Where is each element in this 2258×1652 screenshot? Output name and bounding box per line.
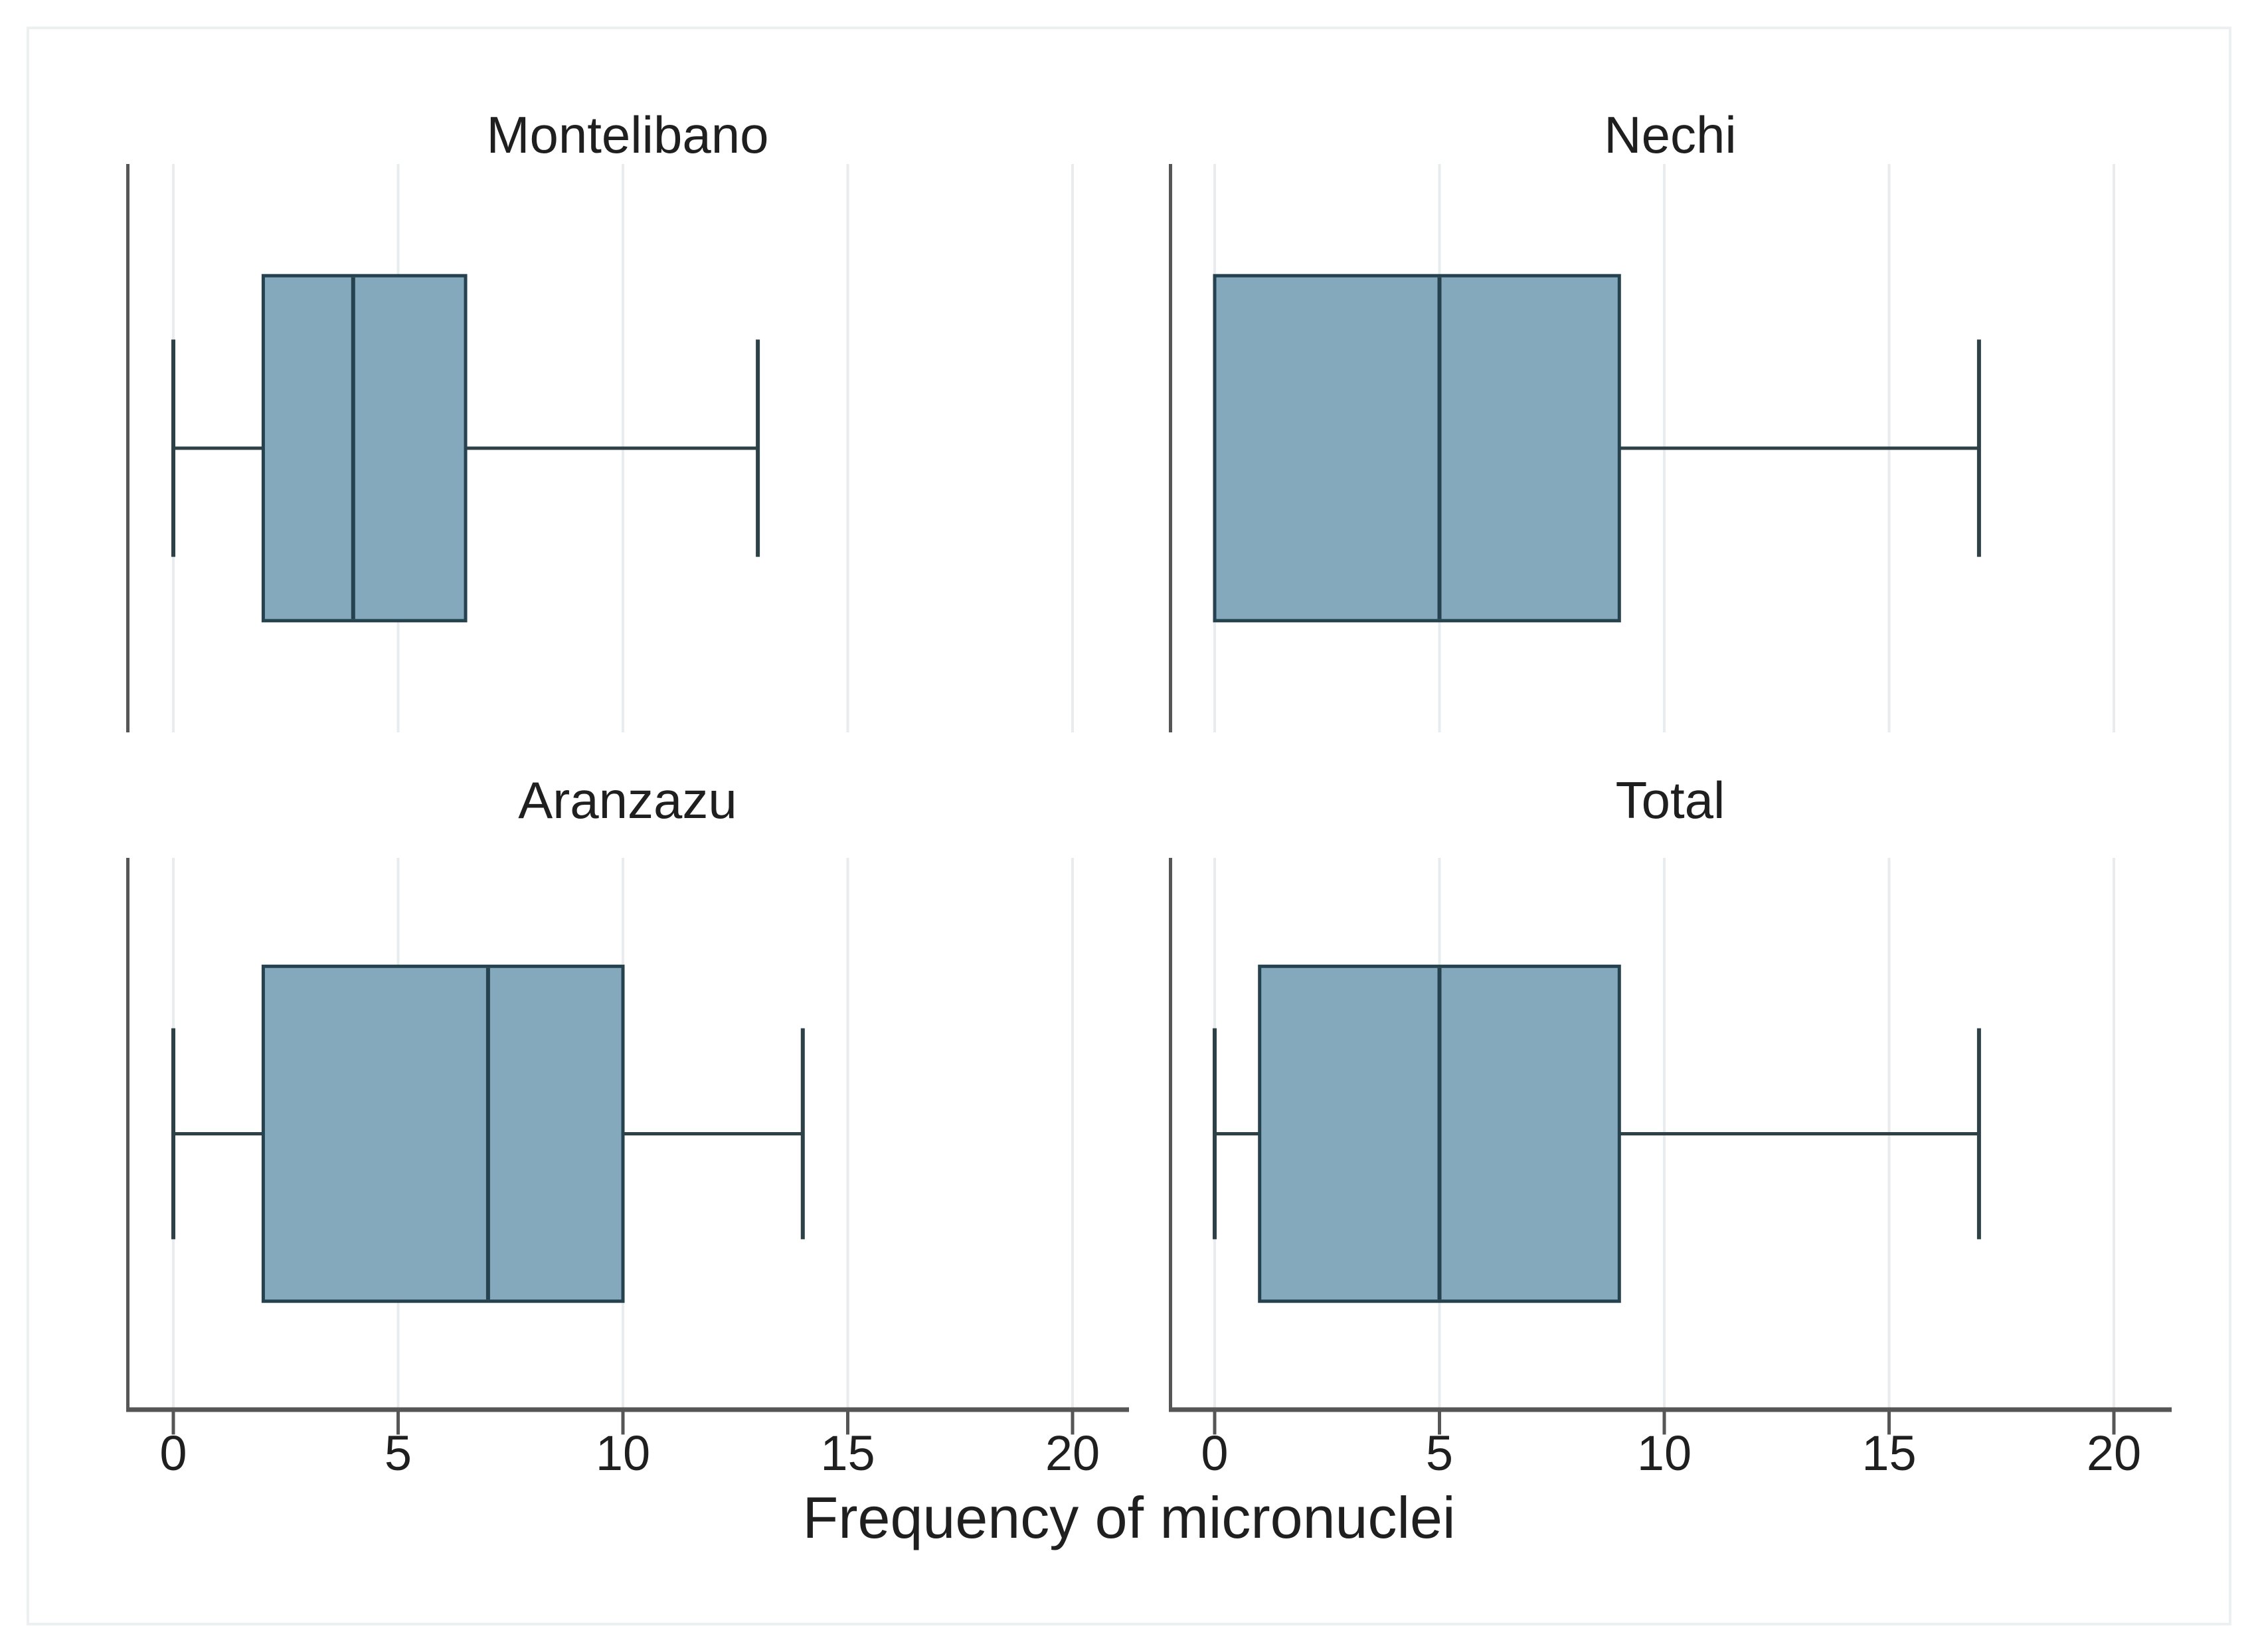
- panel-title-aranzazu: Aranzazu: [518, 771, 737, 829]
- x-tick-label: 15: [820, 1426, 875, 1481]
- box-total: [1213, 964, 1981, 1303]
- panel-title-nechi: Nechi: [1604, 106, 1737, 164]
- iqr-box: [1213, 274, 1621, 623]
- x-tick-label: 10: [595, 1426, 651, 1481]
- x-tick-label: 5: [384, 1426, 412, 1481]
- x-tick-label: 10: [1636, 1426, 1692, 1481]
- box-montelibano: [171, 274, 760, 623]
- panel-montelibano: [126, 164, 1074, 732]
- x-tick-label: 0: [159, 1426, 187, 1481]
- iqr-box: [261, 964, 625, 1303]
- x-tick-label: 0: [1201, 1426, 1229, 1481]
- box-nechi: [1213, 274, 1981, 623]
- x-tick-label: 20: [1045, 1426, 1100, 1481]
- panel-title-total: Total: [1615, 771, 1725, 829]
- x-axis-col-1: [1169, 1407, 2172, 1435]
- x-axis-col-0: [126, 1407, 1129, 1435]
- x-axis-title: Frequency of micronuclei: [802, 1485, 1456, 1550]
- iqr-box: [261, 274, 468, 623]
- x-tick-label: 15: [1862, 1426, 1917, 1481]
- box-aranzazu: [171, 964, 805, 1303]
- x-tick-label: 5: [1425, 1426, 1454, 1481]
- x-tick-label: 20: [2086, 1426, 2142, 1481]
- panel-title-montelibano: Montelibano: [486, 106, 769, 164]
